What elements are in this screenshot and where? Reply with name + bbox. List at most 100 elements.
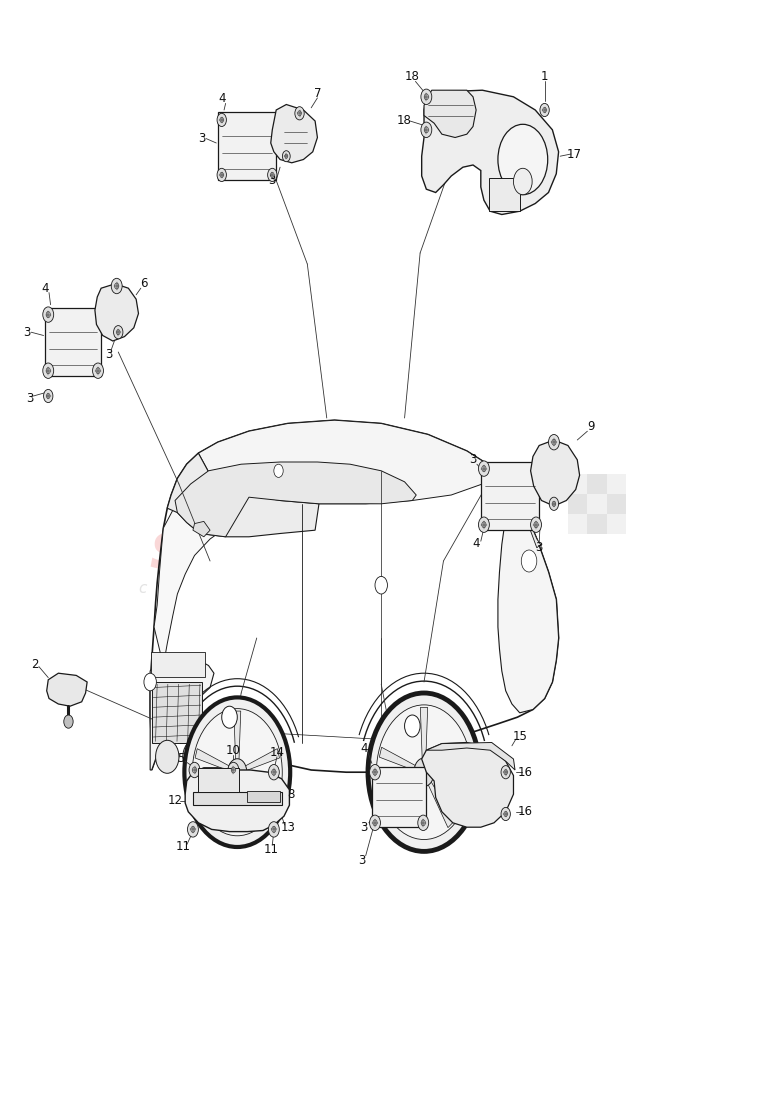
Text: 16: 16 [517,805,533,818]
Text: 4: 4 [360,741,368,755]
Circle shape [478,517,489,532]
Circle shape [534,521,538,528]
Text: 4: 4 [41,282,49,295]
Circle shape [373,769,377,776]
Polygon shape [498,490,559,713]
Polygon shape [175,462,416,537]
Circle shape [405,715,420,737]
Polygon shape [95,284,138,341]
Polygon shape [513,490,541,548]
Circle shape [220,173,223,177]
Text: scuderia: scuderia [149,519,456,581]
Circle shape [295,107,304,120]
Polygon shape [424,90,476,138]
Circle shape [370,815,380,830]
Text: 16: 16 [517,766,533,779]
Text: 3: 3 [268,174,276,187]
Bar [587,494,607,514]
Circle shape [46,367,51,374]
Text: 12: 12 [167,794,183,807]
Bar [218,112,276,180]
Circle shape [228,759,247,785]
Circle shape [268,168,277,182]
Polygon shape [380,747,416,771]
Bar [607,494,626,514]
Circle shape [272,826,276,833]
Circle shape [424,94,429,100]
Text: 7: 7 [314,87,321,100]
Circle shape [156,740,179,773]
Circle shape [222,706,237,728]
Text: 3: 3 [198,132,206,145]
Polygon shape [271,104,317,163]
Circle shape [501,807,510,821]
Polygon shape [185,768,289,832]
Text: 14: 14 [269,746,285,759]
Polygon shape [420,707,428,760]
Circle shape [414,758,434,786]
Circle shape [282,151,290,162]
Polygon shape [150,420,559,772]
Circle shape [268,764,279,780]
Circle shape [43,363,54,378]
Bar [247,791,280,802]
Text: 3: 3 [358,854,366,867]
Text: 3: 3 [23,326,31,339]
Polygon shape [432,747,468,771]
Text: 11: 11 [175,840,191,854]
Circle shape [373,820,377,826]
Circle shape [498,124,548,195]
Bar [45,308,101,376]
Text: 11: 11 [263,843,279,856]
Text: 3: 3 [469,453,477,466]
Circle shape [184,697,290,847]
Circle shape [46,311,51,318]
Polygon shape [241,780,265,825]
Polygon shape [234,711,240,760]
Text: 10: 10 [226,744,241,757]
Polygon shape [47,673,87,706]
Circle shape [144,673,156,691]
Circle shape [501,766,510,779]
Bar [481,462,539,530]
Bar [568,474,587,494]
Bar [489,178,520,211]
Polygon shape [195,749,230,771]
Bar [587,514,607,534]
Circle shape [217,113,226,127]
Bar [568,514,587,534]
Bar [372,767,426,827]
Circle shape [272,769,276,776]
Bar [607,514,626,534]
Polygon shape [531,440,580,506]
Circle shape [540,103,549,117]
Text: 17: 17 [566,147,582,161]
Text: 1: 1 [541,70,548,84]
Polygon shape [428,781,454,827]
Polygon shape [426,742,515,770]
Circle shape [504,812,507,816]
Polygon shape [193,521,210,537]
Polygon shape [422,90,559,214]
Circle shape [187,822,198,837]
Circle shape [93,363,103,378]
Circle shape [64,715,73,728]
Circle shape [114,326,123,339]
Circle shape [117,330,120,334]
Circle shape [368,693,480,851]
Circle shape [192,767,197,773]
Text: 2: 2 [31,658,39,671]
Circle shape [268,822,279,837]
Bar [587,474,607,494]
Text: 18: 18 [397,114,412,128]
Text: 13: 13 [280,821,296,834]
Circle shape [191,826,195,833]
Circle shape [217,168,226,182]
Circle shape [418,815,429,830]
Circle shape [285,154,288,158]
Text: 6: 6 [140,277,148,290]
Circle shape [274,464,283,477]
Circle shape [552,439,556,446]
Circle shape [47,394,50,398]
Circle shape [111,278,122,294]
